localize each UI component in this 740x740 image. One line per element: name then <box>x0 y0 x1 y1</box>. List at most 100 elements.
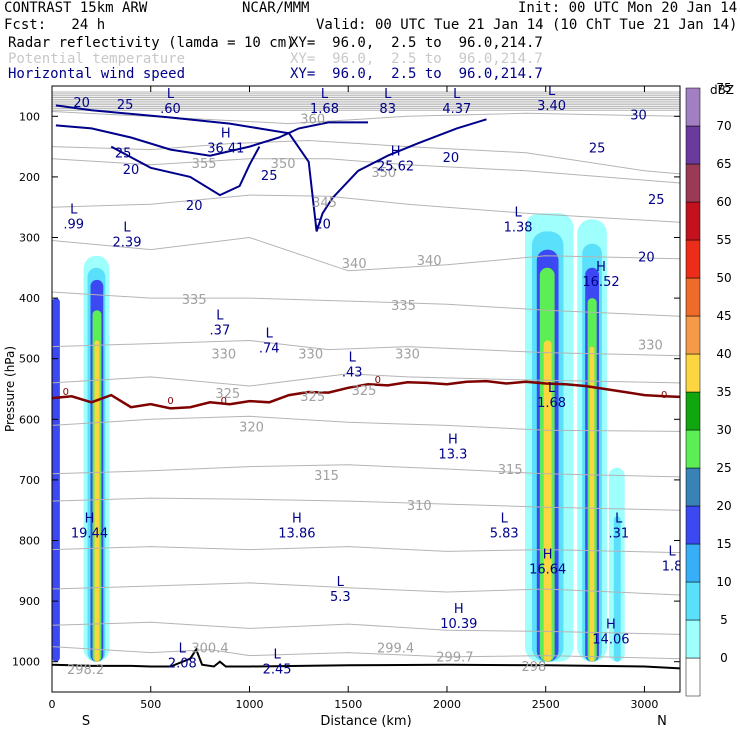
theta-contour-label: 325 <box>300 390 325 405</box>
forecast-hour: Fcst: 24 h <box>4 17 106 33</box>
colorbar-level-label: 30 <box>716 423 731 437</box>
y-tick-label: 800 <box>19 535 40 548</box>
extremum-type-label: L <box>123 220 131 235</box>
south-label: S <box>82 714 90 729</box>
colorbar-unit: dBZ <box>710 83 734 97</box>
field1-name: Radar reflectivity (lamda = 10 cm) <box>8 35 295 51</box>
theta-contour-label: 325 <box>352 384 377 399</box>
colorbar-swatch <box>685 505 701 545</box>
theta-contour-label: 345 <box>312 196 337 211</box>
north-label: N <box>657 714 667 729</box>
extremum-type-label: H <box>454 602 464 617</box>
extremum-value-label: 3.40 <box>537 99 566 114</box>
extremum-type-label: L <box>70 202 78 217</box>
extremum-type-label: H <box>606 617 616 632</box>
extremum-type-label: L <box>179 642 187 657</box>
theta-contour <box>52 621 680 635</box>
freezing-contour-label: 0 <box>63 387 69 398</box>
colorbar-swatch <box>685 429 701 469</box>
extremum-value-label: 1.38 <box>504 220 533 235</box>
colorbar-level-label: 45 <box>716 309 731 323</box>
field2-name: Potential temperature <box>8 51 186 67</box>
extremum-type-label: H <box>448 433 458 448</box>
extremum-value-label: .37 <box>210 323 231 338</box>
extremum-value-label: 16.64 <box>529 563 566 578</box>
extremum-type-label: L <box>337 575 345 590</box>
colorbar-level-label: 75 <box>716 81 731 95</box>
colorbar-swatch <box>685 543 701 583</box>
theta-contour-label: 340 <box>417 254 442 269</box>
theta-contour <box>52 646 680 660</box>
extremum-type-label: H <box>221 127 231 142</box>
x-tick-label: 1500 <box>334 698 362 711</box>
extremum-type-label: H <box>543 548 553 563</box>
extremum-type-label: L <box>321 87 329 102</box>
colorbar-swatch <box>685 201 701 241</box>
theta-contour-label: 330 <box>211 348 236 363</box>
colorbar-level-label: 60 <box>716 195 731 209</box>
theta-contour-label: 315 <box>314 469 339 484</box>
theta-contour-label: 330 <box>395 348 420 363</box>
x-tick-label: 3000 <box>630 698 658 711</box>
valid-time: Valid: 00 UTC Tue 21 Jan 14 (10 ChT Tue … <box>316 17 738 33</box>
y-tick-label: 900 <box>19 595 40 608</box>
colorbar-level-label: 20 <box>716 499 731 513</box>
x-tick-label: 2500 <box>532 698 560 711</box>
extremum-type-label: L <box>266 327 274 342</box>
extremum-value-label: 5.83 <box>490 526 519 541</box>
freezing-contour-label: 0 <box>661 390 667 401</box>
extremum-value-label: .99 <box>63 217 84 232</box>
extremum-value-label: 2.45 <box>263 663 292 678</box>
wind-contour-label: 25 <box>261 169 278 184</box>
colorbar-level-label: 0 <box>720 651 728 665</box>
extremum-value-label: 36.41 <box>207 142 244 157</box>
x-tick-label: 0 <box>49 698 56 711</box>
extremum-type-label: L <box>668 545 676 560</box>
reflectivity-cell <box>589 346 595 662</box>
colorbar-level-label: 55 <box>716 233 731 247</box>
theta-contour-label: 299.7 <box>436 651 473 666</box>
extremum-type-label: L <box>453 87 461 102</box>
y-axis-label: Pressure (hPa) <box>3 346 17 432</box>
colorbar-swatch <box>685 315 701 355</box>
theta-contour-label: 330 <box>638 339 663 354</box>
extremum-value-label: 19.44 <box>71 526 108 541</box>
theta-contour-label: 335 <box>182 293 207 308</box>
extremum-value-label: 13.86 <box>278 526 315 541</box>
colorbar-swatch <box>685 163 701 203</box>
reflectivity-cell <box>543 340 552 662</box>
theta-contour <box>52 546 680 554</box>
y-tick-label: 600 <box>19 413 40 426</box>
colorbar-swatch <box>685 125 701 165</box>
y-tick-label: 200 <box>19 171 40 184</box>
theta-contour-label: 350 <box>371 166 396 181</box>
colorbar-swatch <box>685 467 701 507</box>
x-tick-label: 1000 <box>235 698 263 711</box>
reflectivity-cell <box>94 340 100 662</box>
colorbar-swatch <box>685 353 701 393</box>
wind-contour-label: 25 <box>117 98 134 113</box>
colorbar-swatch <box>685 619 701 659</box>
y-tick-label: 100 <box>19 110 40 123</box>
wind-contour <box>55 121 368 157</box>
extremum-type-label: L <box>273 648 281 663</box>
colorbar-level-label: 40 <box>716 347 731 361</box>
extremum-type-label: L <box>384 87 392 102</box>
institution: NCAR/MMM <box>242 0 310 16</box>
theta-contour-label: 325 <box>215 387 240 402</box>
colorbar-swatch <box>685 657 701 697</box>
colorbar-swatch <box>685 239 701 279</box>
theta-contour <box>52 497 680 511</box>
theta-contour-label: 330 <box>298 348 323 363</box>
theta-contour <box>52 236 680 272</box>
y-tick-label: 300 <box>19 232 40 245</box>
wind-contour-label: 20 <box>314 217 331 232</box>
y-tick-label: 700 <box>19 474 40 487</box>
terrain-line <box>52 647 680 670</box>
wind-contour-label: 20 <box>186 199 203 214</box>
extremum-value-label: .43 <box>342 366 363 381</box>
extremum-type-label: L <box>548 84 556 99</box>
wind-contour <box>55 104 487 232</box>
